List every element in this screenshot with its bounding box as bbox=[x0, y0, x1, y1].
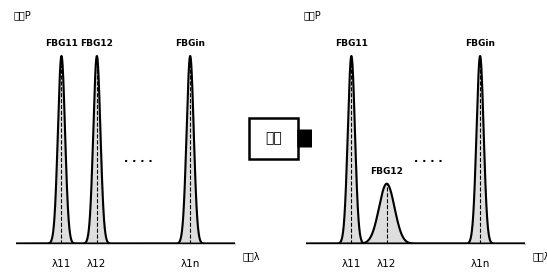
Text: λ1n: λ1n bbox=[181, 259, 200, 269]
Text: FBGin: FBGin bbox=[465, 39, 495, 48]
Bar bbox=[249, 118, 298, 159]
Text: λ1n: λ1n bbox=[470, 259, 490, 269]
Text: FBGin: FBGin bbox=[175, 39, 205, 48]
Text: . . . .: . . . . bbox=[124, 154, 153, 164]
Text: 波长λ: 波长λ bbox=[533, 251, 547, 261]
Text: 光功P: 光功P bbox=[304, 10, 322, 20]
Text: 波长λ: 波长λ bbox=[243, 251, 260, 261]
Text: 气室: 气室 bbox=[265, 132, 282, 145]
Text: λ12: λ12 bbox=[87, 259, 107, 269]
Text: . . . .: . . . . bbox=[414, 154, 443, 164]
Text: λ11: λ11 bbox=[52, 259, 71, 269]
Text: FBG12: FBG12 bbox=[370, 167, 403, 176]
Text: λ11: λ11 bbox=[342, 259, 361, 269]
Text: FBG11: FBG11 bbox=[335, 39, 368, 48]
Text: λ12: λ12 bbox=[377, 259, 397, 269]
Text: 光功P: 光功P bbox=[14, 10, 32, 20]
Text: FBG11: FBG11 bbox=[45, 39, 78, 48]
Text: FBG12: FBG12 bbox=[80, 39, 113, 48]
Polygon shape bbox=[298, 122, 318, 155]
